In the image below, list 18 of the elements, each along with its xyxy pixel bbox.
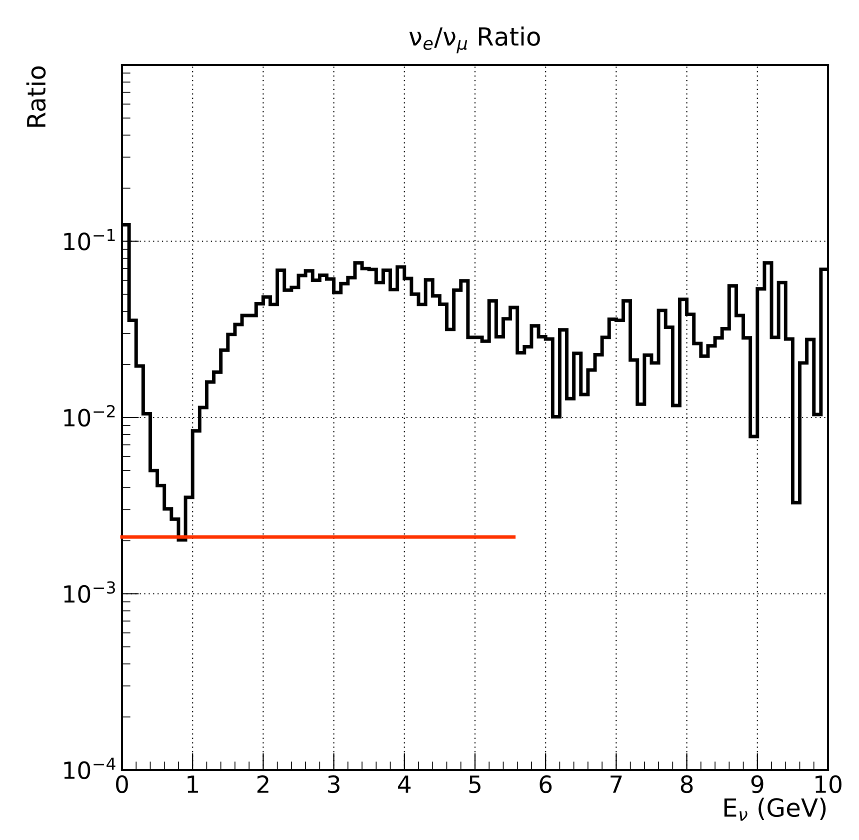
x-tick-label: 3 — [328, 775, 340, 794]
y-tick-label: 10$^{−2}$ — [64, 404, 115, 427]
x-tick-label: 7 — [610, 776, 622, 793]
x-tick-label: 0 — [116, 775, 128, 794]
x-tick-label: 6 — [540, 775, 552, 794]
x-tick-label: 8 — [680, 775, 693, 794]
x-tick-label: 5 — [469, 776, 480, 794]
x-tick-label: 4 — [398, 776, 411, 793]
y-tick-label: 10$^{−3}$ — [64, 581, 115, 603]
y-axis-title: Ratio — [26, 66, 46, 127]
x-axis-title: E$_{ν}$ (GeV) — [724, 798, 826, 821]
y-tick-label: 10$^{−4}$ — [64, 758, 116, 780]
x-tick-label: 10 — [816, 775, 842, 794]
x-tick-label: 1 — [188, 776, 198, 793]
x-tick-label: 2 — [257, 775, 268, 793]
chart-title: ν$_{e}$/ν$_{μ}$ Ratio — [409, 26, 540, 54]
x-tick-label: 9 — [751, 775, 764, 794]
y-tick-label: 10$^{−1}$ — [64, 228, 115, 250]
